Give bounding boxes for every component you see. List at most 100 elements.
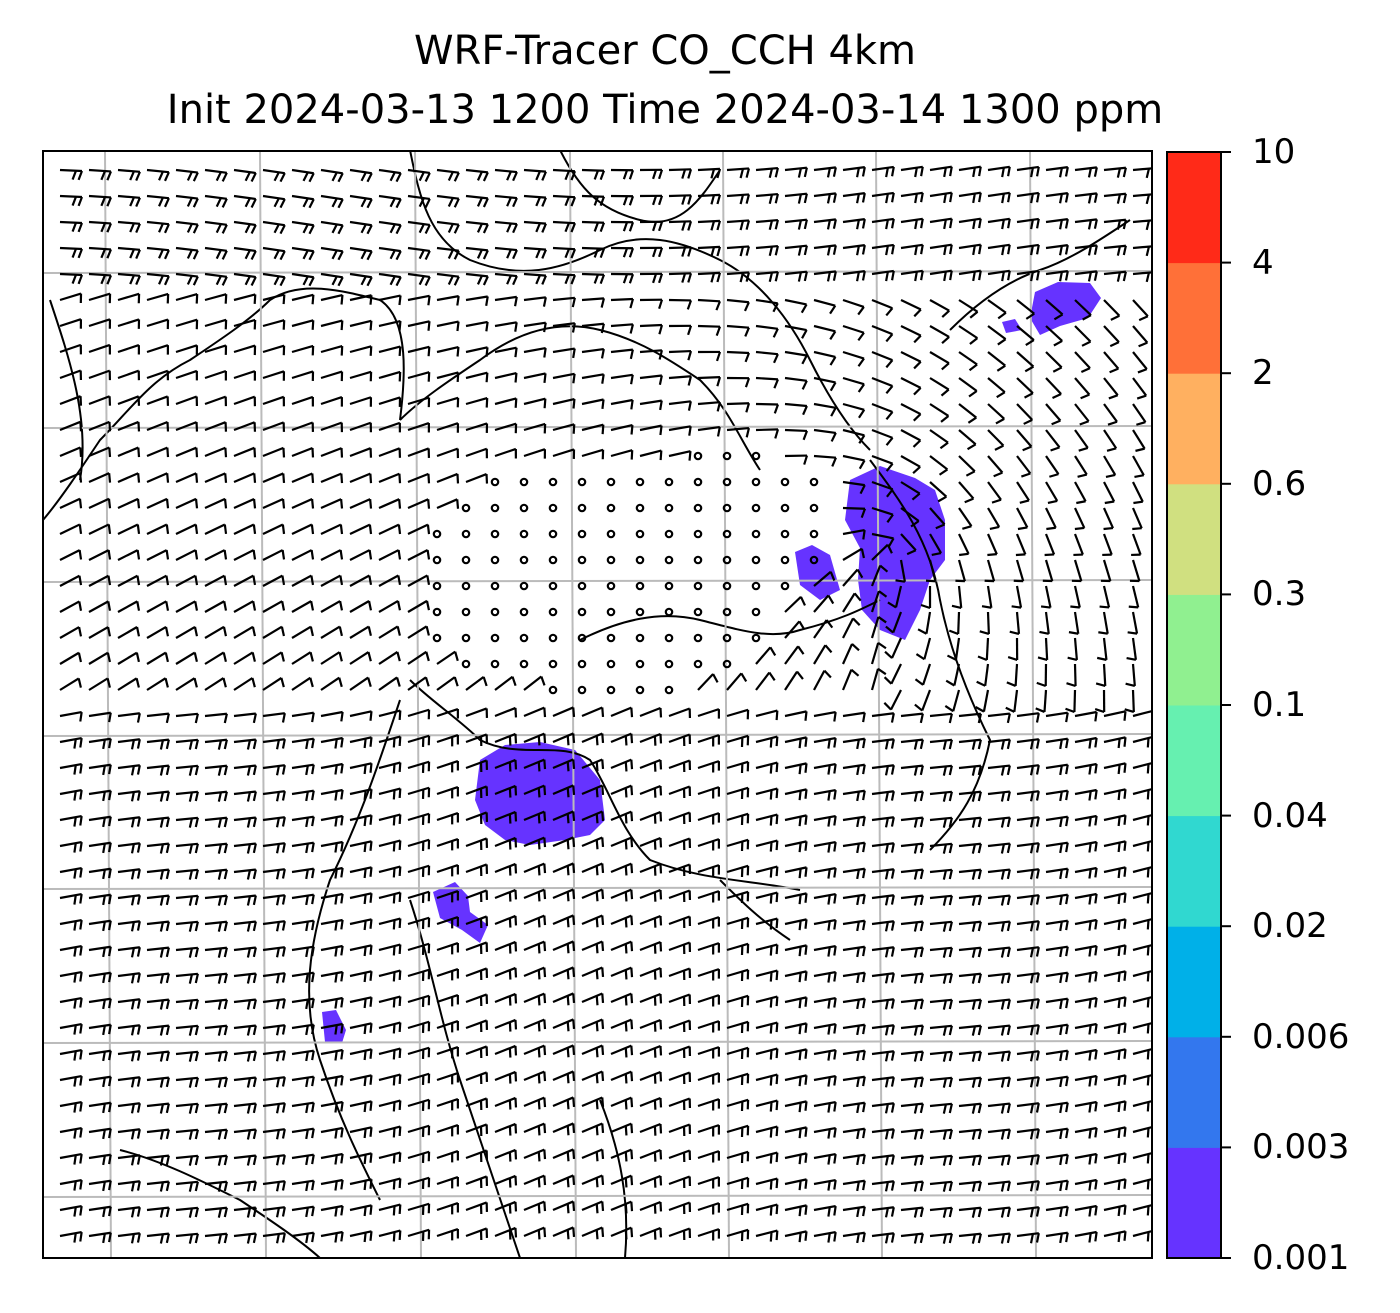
wind-barb [262,1128,286,1140]
wind-barb [523,1200,547,1214]
calm-wind-marker [606,685,616,695]
wind-barb [987,894,1011,906]
wind-barb [552,1070,576,1084]
wind-barb [262,370,286,381]
wind-barb [697,786,721,799]
wind-barb [204,395,228,407]
wind-barb [262,676,285,691]
wind-barb [436,941,459,955]
wind-barb [755,376,779,389]
wind-barb [523,1044,547,1058]
wind-barb [59,867,83,879]
wind-barb [581,1226,605,1240]
wind-barb [639,272,664,284]
calm-wind-marker [519,607,529,617]
wind-barb [88,763,112,776]
wind-barb [987,712,1011,724]
wind-barb [262,194,286,209]
wind-barb [1074,1048,1098,1061]
wind-barb [784,918,808,931]
wind-barb [523,992,547,1006]
wind-barb [349,523,373,535]
calm-wind-marker [693,633,703,643]
calm-wind-marker [606,633,616,643]
wind-barb [929,325,950,345]
wind-barb [1103,1178,1127,1191]
wind-barb [523,1122,547,1136]
wind-barb [349,788,373,801]
wind-barb [117,472,141,484]
wind-barb [436,650,459,665]
calm-wind-marker [693,555,703,565]
wind-barb [262,395,285,407]
wind-barb [1016,1024,1040,1036]
wind-barb [494,246,518,260]
colorbar-segment [1167,705,1221,817]
wind-barb [436,220,460,234]
wind-barb [88,220,112,233]
wind-barb [639,246,664,258]
wind-barb [436,447,460,459]
wind-barb [726,812,750,826]
calm-wind-marker [780,581,790,591]
wind-barb [726,193,751,205]
wind-barb [726,942,750,956]
calm-wind-marker [577,503,587,513]
wind-barb [436,1175,459,1189]
wind-barb [1016,998,1040,1010]
wind-barb [204,790,228,802]
wind-barb [436,1149,459,1163]
wind-barb [465,707,489,718]
wind-barb [726,864,750,878]
wind-barb [117,1180,141,1192]
wind-barb [1074,481,1087,505]
wind-barb [813,270,837,282]
wind-barb [929,403,950,423]
wind-barb [552,1226,576,1240]
wind-barb [726,245,751,257]
wind-barb [494,422,518,434]
wind-barb [697,376,722,387]
wind-barb [697,271,722,283]
wind-barb [349,472,373,484]
wind-barb [146,868,170,880]
wind-barb [1103,710,1127,721]
calm-wind-marker [693,503,703,513]
calm-wind-marker [548,685,558,695]
wind-barb [697,350,722,362]
wind-barb [523,1174,547,1188]
wind-barb [494,1070,518,1084]
wind-barb [349,370,373,382]
wind-barb [552,322,576,333]
wind-barb [1132,1229,1152,1242]
wind-barb [987,269,1011,282]
wind-barb [320,1178,344,1191]
wind-barb [407,371,431,382]
gridline-parallel [43,579,1152,583]
wind-barb [1124,689,1135,714]
wind-barb [1103,299,1121,321]
wind-barb [1103,218,1127,230]
wind-barb [378,839,402,852]
wind-barb [929,894,953,906]
wind-barb [175,318,199,330]
wind-barb [291,815,315,828]
wind-barb [581,940,605,954]
wind-barb [755,671,776,691]
wind-barb [436,422,460,433]
wind-barb [668,400,692,411]
wind-barb [581,1018,605,1032]
wind-barb [697,916,721,929]
wind-barb [1074,325,1092,347]
calm-wind-marker [548,581,558,591]
wind-barb [262,625,286,639]
wind-barb [523,422,547,434]
wind-barb [929,191,953,204]
wind-barb [581,758,605,772]
wind-barb [233,472,257,484]
wind-barb [262,549,286,561]
calm-wind-marker [635,633,645,643]
wind-barb [1045,971,1069,984]
wind-barb [349,892,373,905]
